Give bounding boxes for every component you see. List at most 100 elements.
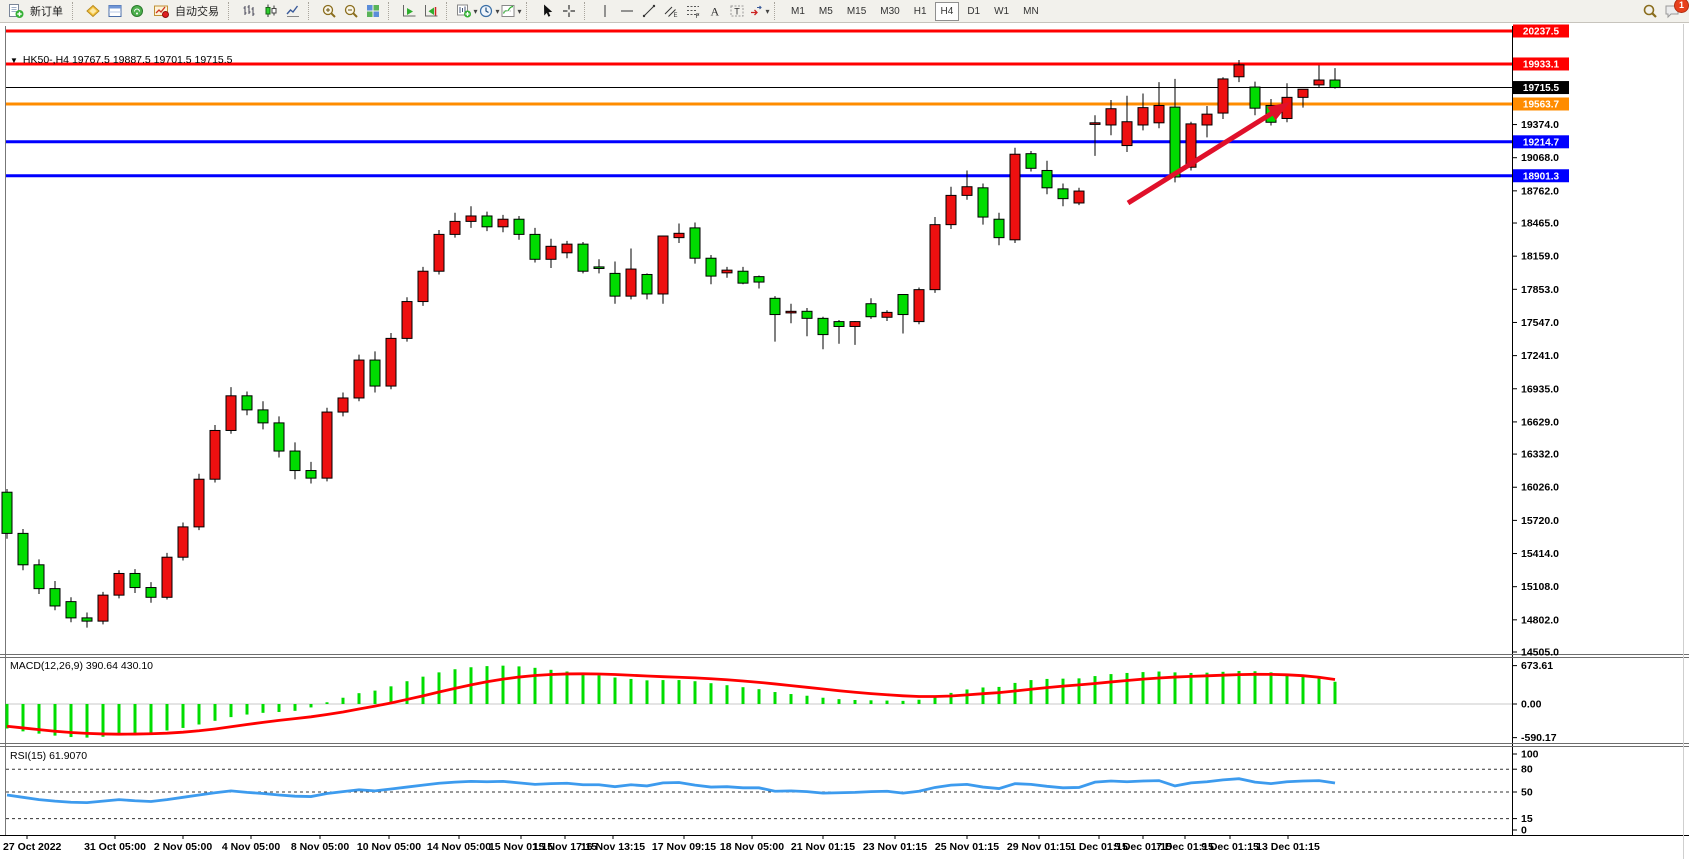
macd-indicator-label: MACD(12,26,9) 390.64 430.10 <box>10 660 154 672</box>
svg-text:18901.3: 18901.3 <box>1523 171 1560 182</box>
arrows-dropdown-icon[interactable]: ▾ <box>765 6 770 16</box>
timeframe-m15-button[interactable]: M15 <box>846 5 867 17</box>
svg-text:14505.0: 14505.0 <box>1521 647 1559 659</box>
text-icon[interactable]: A <box>704 1 726 21</box>
market-watch-icon[interactable] <box>82 1 104 21</box>
chart-autoscroll-icon[interactable] <box>420 1 442 21</box>
timeframe-h1-button[interactable]: H1 <box>913 5 927 17</box>
chart-menu-triangle-icon[interactable]: ▼ <box>10 56 18 65</box>
indicators-dropdown-icon[interactable]: ▾ <box>517 6 522 16</box>
svg-text:15414.0: 15414.0 <box>1521 548 1559 560</box>
bar-chart-icon[interactable] <box>238 1 260 21</box>
horizontal-line-icon[interactable] <box>616 1 638 21</box>
svg-text:-590.17: -590.17 <box>1521 732 1557 744</box>
zoom-out-icon[interactable] <box>340 1 362 21</box>
svg-text:4 Nov 05:00: 4 Nov 05:00 <box>222 841 281 853</box>
crosshair-icon[interactable] <box>558 1 580 21</box>
svg-text:23 Nov 01:15: 23 Nov 01:15 <box>863 841 927 853</box>
svg-text:19214.7: 19214.7 <box>1523 137 1560 148</box>
search-icon[interactable] <box>1639 1 1661 21</box>
svg-text:80: 80 <box>1521 764 1533 776</box>
svg-text:17547.0: 17547.0 <box>1521 317 1559 329</box>
timeframe-m5-button[interactable]: M5 <box>818 5 833 17</box>
equidistant-channel-icon[interactable]: E <box>660 1 682 21</box>
vertical-line-icon[interactable] <box>594 1 616 21</box>
arrows-icon[interactable]: ▾ <box>748 1 770 21</box>
data-window-icon[interactable] <box>104 1 126 21</box>
periods-clock-icon[interactable]: ▾ <box>478 1 500 21</box>
timeframe-m1-button[interactable]: M1 <box>791 5 805 17</box>
timeframe-d1-button[interactable]: D1 <box>967 5 981 17</box>
text-label-icon[interactable]: T <box>726 1 748 21</box>
svg-text:17 Nov 09:15: 17 Nov 09:15 <box>652 841 716 853</box>
svg-text:5 Dec 01:15: 5 Dec 01:15 <box>1114 841 1172 853</box>
toolbar-separator <box>388 2 395 20</box>
notifications-chat-icon[interactable]: 1 <box>1661 0 1689 21</box>
svg-text:8 Nov 05:00: 8 Nov 05:00 <box>291 841 350 853</box>
timeframe-m30-button[interactable]: M30 <box>880 5 900 17</box>
svg-text:100: 100 <box>1521 749 1539 761</box>
new-chart-icon[interactable]: ▾ <box>456 1 478 21</box>
svg-text:18762.0: 18762.0 <box>1521 185 1559 197</box>
notification-count-badge: 1 <box>1674 0 1689 13</box>
main-toolbar: 新订单 自动交易 ▾ ▾ ▾ E F A T ▾ M1 M5 M15 M30 H1 H4 D1 W1 MN 1 <box>0 0 1689 23</box>
timeframe-h4-button[interactable]: H4 <box>934 1 960 21</box>
svg-text:17853.0: 17853.0 <box>1521 284 1559 296</box>
trendline-icon[interactable] <box>638 1 660 21</box>
new-order-button[interactable]: 新订单 <box>3 1 68 21</box>
svg-text:19933.1: 19933.1 <box>1523 59 1560 70</box>
svg-text:27 Oct 2022: 27 Oct 2022 <box>3 841 62 853</box>
rsi-pane <box>6 768 1512 820</box>
svg-text:E: E <box>674 13 678 19</box>
chart-shift-icon[interactable] <box>398 1 420 21</box>
time-axis[interactable]: 27 Oct 2022 31 Oct 05:00 2 Nov 05:00 4 Nov … <box>3 835 1320 853</box>
chart-canvas[interactable]: 19374.0 19068.0 18762.0 18465.0 18159.0 17853… <box>0 23 1689 859</box>
periods-clock-dropdown-icon[interactable]: ▾ <box>495 6 500 16</box>
trend-arrow-annotation[interactable] <box>1126 102 1290 206</box>
chart-frame <box>0 23 1689 859</box>
svg-text:50: 50 <box>1521 787 1533 799</box>
svg-text:14 Nov 05:00: 14 Nov 05:00 <box>427 841 491 853</box>
svg-text:16 Nov 13:15: 16 Nov 13:15 <box>581 841 645 853</box>
toolbar-separator <box>308 2 315 20</box>
svg-text:T: T <box>734 7 740 17</box>
svg-text:13 Dec 01:15: 13 Dec 01:15 <box>1256 841 1320 853</box>
svg-text:18159.0: 18159.0 <box>1521 251 1559 263</box>
svg-text:A: A <box>711 5 720 19</box>
zoom-in-icon[interactable] <box>318 1 340 21</box>
cursor-icon[interactable] <box>536 1 558 21</box>
macd-pane <box>5 665 1512 738</box>
candlestick-chart-icon[interactable] <box>260 1 282 21</box>
chart-title-text: HK50-,H4 19767.5 19887.5 19701.5 19715.5 <box>22 54 233 66</box>
chart-title: ▼ HK50-,H4 19767.5 19887.5 19701.5 19715.… <box>10 54 233 66</box>
toolbar-separator <box>774 2 781 20</box>
svg-text:15108.0: 15108.0 <box>1521 581 1559 593</box>
autotrade-button[interactable]: 自动交易 <box>148 1 224 21</box>
timeframe-mn-button[interactable]: MN <box>1023 5 1039 17</box>
svg-text:7 Dec 01:15: 7 Dec 01:15 <box>1156 841 1214 853</box>
toolbar-separator <box>228 2 235 20</box>
new-order-icon <box>5 1 27 21</box>
svg-text:25 Nov 01:15: 25 Nov 01:15 <box>935 841 999 853</box>
svg-text:17241.0: 17241.0 <box>1521 350 1559 362</box>
tile-windows-icon[interactable] <box>362 1 384 21</box>
new-chart-dropdown-icon[interactable]: ▾ <box>473 6 478 16</box>
price-axis[interactable]: 19374.0 19068.0 18762.0 18465.0 18159.0 17853… <box>1512 24 1569 659</box>
svg-text:16935.0: 16935.0 <box>1521 383 1559 395</box>
chart-window[interactable]: 19374.0 19068.0 18762.0 18465.0 18159.0 17853… <box>0 23 1689 859</box>
toolbar-separator <box>526 2 533 20</box>
svg-text:21 Nov 01:15: 21 Nov 01:15 <box>791 841 855 853</box>
svg-text:29 Nov 01:15: 29 Nov 01:15 <box>1007 841 1071 853</box>
rsi-indicator-label: RSI(15) 61.9070 <box>10 750 88 762</box>
candles-layer <box>1 59 1341 628</box>
svg-text:20237.5: 20237.5 <box>1523 27 1560 38</box>
macd-axis[interactable]: 673.61 0.00 -590.17 <box>1512 660 1557 744</box>
indicators-icon[interactable]: ▾ <box>500 1 522 21</box>
navigator-icon[interactable] <box>126 1 148 21</box>
svg-text:19068.0: 19068.0 <box>1521 152 1559 164</box>
rsi-axis[interactable]: 100 80 50 150 <box>1512 749 1539 837</box>
timeframe-w1-button[interactable]: W1 <box>994 5 1010 17</box>
fibonacci-icon[interactable]: F <box>682 1 704 21</box>
line-chart-icon[interactable] <box>282 1 304 21</box>
